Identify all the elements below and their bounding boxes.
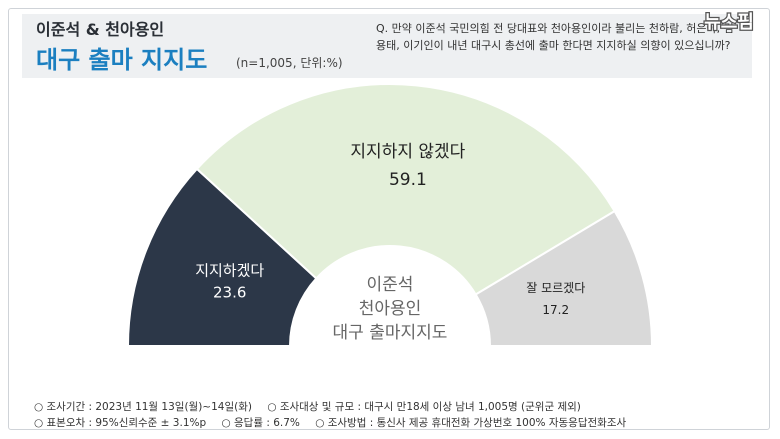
center-label-line-3: 대구 출마지지도 [333,323,448,343]
slice-value-1: 23.6 [213,284,246,302]
slice-label-3: 잘 모르겠다 [526,281,585,295]
center-label-line-1: 이준석 [367,275,414,295]
footer-survey-period: ○ 조사기간 : 2023년 11월 13일(월)~14일(화) [34,401,252,413]
footer-row-2: ○ 표본오차 : 95%신뢰수준 ± 3.1%p ○ 응답률 : 6.7% ○ … [34,415,764,431]
donut-slice-2 [195,83,616,296]
sample-note: (n=1,005, 단위:%) [236,56,343,70]
title-top: 이준석 & 천아용인 [36,20,165,39]
slice-label-1: 지지하겠다 [195,262,264,280]
center-label-line-2: 천아용인 [359,299,422,319]
slice-label-2: 지지하지 않겠다 [350,142,465,162]
svg-text:뉴스핌: 뉴스핌 [704,12,754,33]
footer-survey-method: ○ 조사방법 : 통신사 제공 휴대전화 가상번호 100% 자동응답전화조사 [315,417,627,429]
footer-survey-target: ○ 조사대상 및 규모 : 대구시 만18세 이상 남녀 1,005명 (군위군… [267,401,581,413]
header-band [22,14,752,78]
donut-slice-1 [126,167,318,347]
footer: ○ 조사기간 : 2023년 11월 13일(월)~14일(화) ○ 조사대상 … [34,399,764,431]
footer-sampling-error: ○ 표본오차 : 95%신뢰수준 ± 3.1%p [34,417,207,429]
slice-value-2: 59.1 [389,170,427,190]
page-title: 대구 출마 지지도 [36,46,208,74]
footer-row-1: ○ 조사기간 : 2023년 11월 13일(월)~14일(화) ○ 조사대상 … [34,399,764,415]
survey-question: Q. 만약 이준석 국민의힘 전 당대표와 천아용인이라 불리는 천하람, 허은… [376,22,734,52]
newspim-logo: 뉴스핌 [703,11,755,35]
footer-response-rate: ○ 응답률 : 6.7% [221,417,300,429]
donut-slice-3 [474,209,654,347]
slice-value-3: 17.2 [542,303,569,317]
